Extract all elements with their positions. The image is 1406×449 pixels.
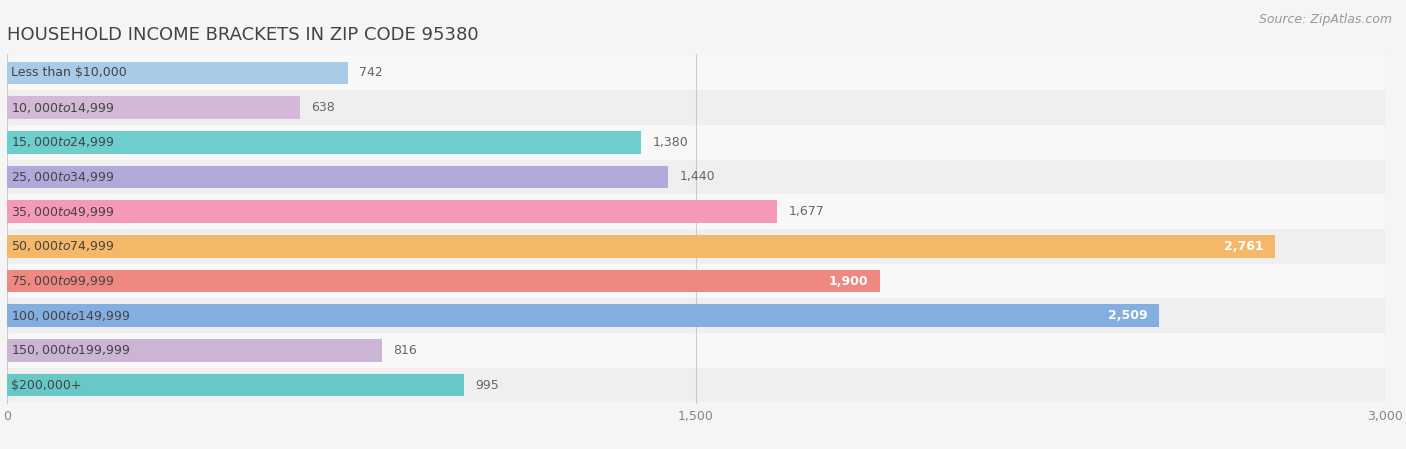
Bar (7, 125, 1385, 160)
Bar (7, 56, 1385, 90)
Bar (7, 270, 880, 292)
Text: 638: 638 (312, 101, 335, 114)
Text: $200,000+: $200,000+ (11, 379, 82, 392)
Text: $150,000 to $199,999: $150,000 to $199,999 (11, 343, 131, 357)
Text: $10,000 to $14,999: $10,000 to $14,999 (11, 101, 114, 114)
Bar (7, 374, 464, 396)
Text: Less than $10,000: Less than $10,000 (11, 66, 127, 79)
Bar (7, 298, 1385, 333)
Bar (7, 200, 778, 223)
Text: HOUSEHOLD INCOME BRACKETS IN ZIP CODE 95380: HOUSEHOLD INCOME BRACKETS IN ZIP CODE 95… (7, 26, 478, 44)
Text: 1,380: 1,380 (652, 136, 688, 149)
Text: 995: 995 (475, 379, 499, 392)
Text: $15,000 to $24,999: $15,000 to $24,999 (11, 135, 114, 150)
Bar (7, 131, 641, 154)
Bar (7, 235, 1275, 258)
Text: 1,440: 1,440 (681, 171, 716, 184)
Text: $75,000 to $99,999: $75,000 to $99,999 (11, 274, 114, 288)
Bar (7, 90, 1385, 125)
Text: 816: 816 (394, 344, 418, 357)
Bar (7, 304, 1160, 327)
Text: Source: ZipAtlas.com: Source: ZipAtlas.com (1258, 13, 1392, 26)
Text: $100,000 to $149,999: $100,000 to $149,999 (11, 308, 131, 323)
Bar (7, 229, 1385, 264)
Bar (7, 194, 1385, 229)
Bar (7, 333, 1385, 368)
Text: 2,761: 2,761 (1225, 240, 1264, 253)
Bar (7, 97, 299, 119)
Text: 742: 742 (360, 66, 382, 79)
Text: 1,900: 1,900 (828, 274, 868, 287)
Text: $25,000 to $34,999: $25,000 to $34,999 (11, 170, 114, 184)
Text: 2,509: 2,509 (1108, 309, 1147, 322)
Bar (7, 166, 668, 188)
Bar (7, 339, 382, 361)
Bar (7, 62, 347, 84)
Bar (7, 368, 1385, 402)
Text: $35,000 to $49,999: $35,000 to $49,999 (11, 205, 114, 219)
Text: $50,000 to $74,999: $50,000 to $74,999 (11, 239, 114, 253)
Bar (7, 160, 1385, 194)
Text: 1,677: 1,677 (789, 205, 824, 218)
Bar (7, 264, 1385, 298)
